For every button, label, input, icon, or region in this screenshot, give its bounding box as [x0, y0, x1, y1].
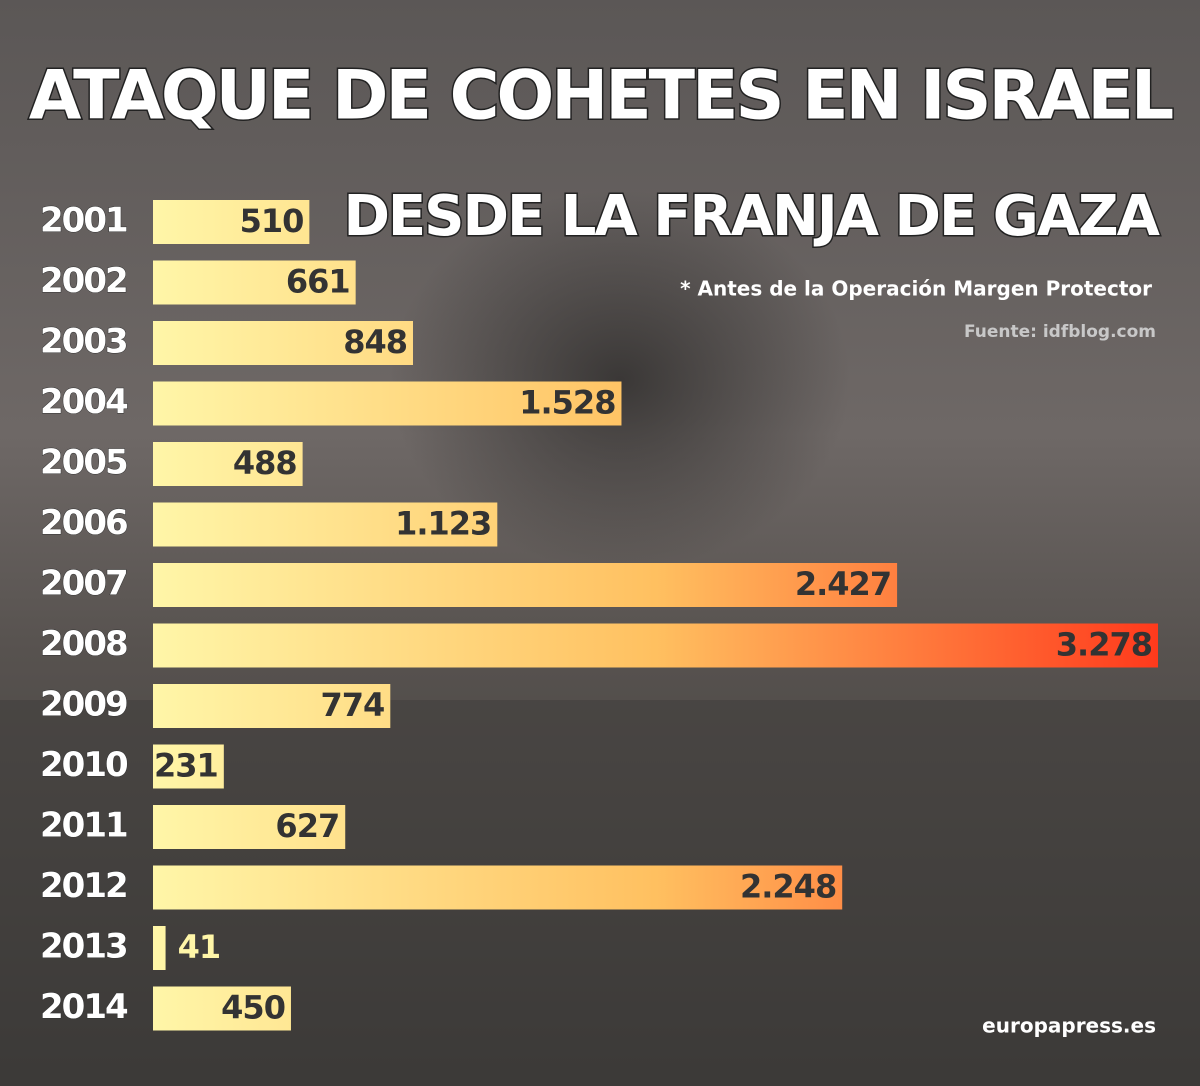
y-tick-label: 2010	[40, 745, 128, 785]
bar	[153, 260, 356, 305]
y-tick-label: 2013	[40, 927, 127, 967]
data-label: 450	[221, 989, 285, 1027]
bar	[153, 684, 391, 728]
source: Fuente: idfblog.com	[964, 322, 1156, 342]
y-tick-label: 2007	[40, 564, 127, 604]
data-label: 661	[286, 263, 350, 301]
bar	[153, 805, 346, 849]
bar	[153, 926, 166, 970]
smoke	[390, 190, 850, 570]
y-tick-label: 2004	[40, 382, 128, 422]
data-label: 1.123	[395, 505, 491, 543]
chart-title: ATAQUE DE COHETES EN ISRAEL	[29, 57, 1173, 136]
bar	[153, 744, 224, 789]
chart-subtitle: DESDE LA FRANJA DE GAZA	[343, 184, 1160, 249]
y-tick-label: 2001	[40, 201, 127, 241]
y-tick-label: 2003	[40, 322, 127, 362]
data-label: 848	[343, 323, 407, 361]
bar	[153, 200, 310, 244]
data-label: 231	[154, 747, 218, 785]
y-tick-label: 2002	[40, 261, 127, 301]
data-label: 2.248	[740, 868, 836, 906]
y-tick-label: 2008	[40, 624, 127, 664]
bar	[153, 502, 498, 547]
bar	[153, 442, 303, 486]
y-tick-label: 2014	[40, 987, 128, 1027]
y-tick-label: 2006	[40, 503, 127, 543]
bar	[153, 321, 413, 365]
data-label: 510	[240, 202, 304, 240]
bar	[153, 865, 843, 910]
data-label: 3.278	[1056, 626, 1152, 664]
y-tick-label: 2012	[40, 866, 127, 906]
data-label: 41	[178, 928, 221, 966]
data-label: 627	[275, 807, 339, 845]
y-tick-label: 2009	[40, 685, 127, 725]
data-label: 1.528	[519, 384, 615, 422]
y-tick-label: 2005	[40, 443, 127, 483]
bar	[153, 986, 291, 1031]
logo: europapress.es	[982, 1014, 1156, 1038]
data-label: 488	[233, 444, 297, 482]
data-label: 774	[321, 686, 385, 724]
y-tick-label: 2011	[40, 806, 127, 846]
bar	[153, 381, 622, 426]
note: * Antes de la Operación Margen Protector	[680, 277, 1152, 301]
bar	[153, 563, 898, 607]
bar	[153, 623, 1158, 668]
data-label: 2.427	[795, 565, 891, 603]
